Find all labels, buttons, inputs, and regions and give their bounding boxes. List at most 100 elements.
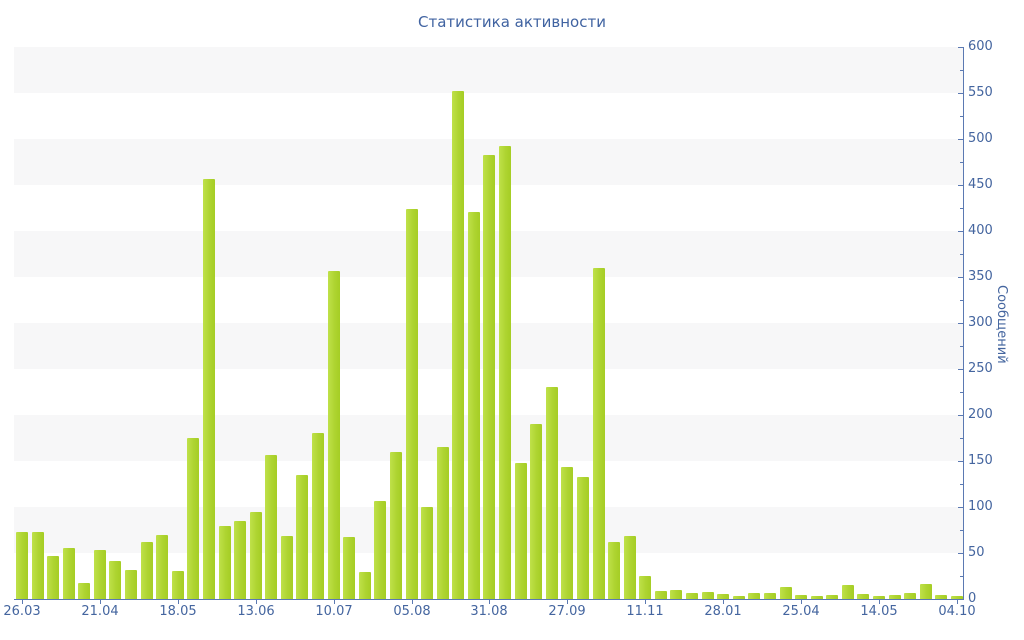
bar[interactable] — [296, 475, 309, 599]
y-tick-label: 350 — [968, 269, 993, 284]
y-tick-label: 500 — [968, 131, 993, 146]
bar[interactable] — [654, 591, 667, 599]
bar[interactable] — [514, 463, 527, 599]
bar[interactable] — [810, 596, 823, 599]
x-tick-label: 18.05 — [159, 604, 197, 619]
bar[interactable] — [686, 593, 699, 599]
bar[interactable] — [467, 212, 480, 599]
y-major-tick — [958, 369, 963, 370]
bar[interactable] — [545, 387, 558, 599]
y-major-tick — [958, 507, 963, 508]
bar[interactable] — [623, 536, 636, 599]
bar[interactable] — [358, 572, 371, 599]
x-tick-label: 27.09 — [548, 604, 586, 619]
bar[interactable] — [125, 570, 138, 599]
bar[interactable] — [436, 447, 449, 599]
bar[interactable] — [763, 593, 776, 599]
bar[interactable] — [202, 179, 215, 599]
bar[interactable] — [748, 593, 761, 599]
x-tick — [256, 600, 257, 604]
bar[interactable] — [171, 571, 184, 599]
bar[interactable] — [608, 542, 621, 599]
bar[interactable] — [919, 584, 932, 599]
x-tick-label: 13.06 — [237, 604, 275, 619]
bar[interactable] — [670, 590, 683, 599]
x-tick — [957, 600, 958, 604]
bar[interactable] — [140, 542, 153, 599]
bar[interactable] — [530, 424, 543, 599]
bar[interactable] — [280, 536, 293, 599]
bar[interactable] — [483, 155, 496, 599]
bar[interactable] — [109, 561, 122, 599]
bar[interactable] — [249, 512, 262, 599]
x-tick-label: 04.10 — [938, 604, 976, 619]
y-major-tick — [958, 47, 963, 48]
bar[interactable] — [16, 532, 28, 599]
x-tick — [801, 600, 802, 604]
bar[interactable] — [935, 595, 948, 599]
bar[interactable] — [841, 585, 854, 599]
bar[interactable] — [904, 593, 917, 599]
bar[interactable] — [576, 477, 589, 599]
bar[interactable] — [234, 521, 247, 599]
bar[interactable] — [592, 268, 605, 599]
bar[interactable] — [47, 556, 60, 599]
bar[interactable] — [93, 550, 106, 599]
bar[interactable] — [732, 596, 745, 599]
bar[interactable] — [826, 595, 839, 599]
x-tick — [334, 600, 335, 604]
bar[interactable] — [873, 596, 886, 599]
y-tick-label: 600 — [968, 39, 993, 54]
bar[interactable] — [717, 594, 730, 599]
bar[interactable] — [218, 526, 231, 599]
bar[interactable] — [795, 595, 808, 599]
bar[interactable] — [857, 594, 870, 599]
y-tick-label: 50 — [968, 545, 985, 560]
x-tick-label: 28.01 — [704, 604, 742, 619]
bar[interactable] — [156, 535, 169, 599]
y-tick-label: 550 — [968, 85, 993, 100]
x-tick-label: 26.03 — [3, 604, 41, 619]
y-tick-label: 100 — [968, 499, 993, 514]
y-minor-tick — [960, 70, 963, 71]
bar[interactable] — [499, 146, 512, 599]
bar[interactable] — [62, 548, 75, 599]
bar[interactable] — [639, 576, 652, 599]
y-axis-line — [963, 47, 964, 600]
x-tick — [178, 600, 179, 604]
bar[interactable] — [78, 583, 91, 599]
y-tick-label: 200 — [968, 407, 993, 422]
x-tick — [567, 600, 568, 604]
x-tick — [879, 600, 880, 604]
bar[interactable] — [374, 501, 387, 599]
bar[interactable] — [561, 467, 574, 599]
y-minor-tick — [960, 162, 963, 163]
y-major-tick — [958, 93, 963, 94]
x-tick-label: 31.08 — [470, 604, 508, 619]
bar[interactable] — [950, 596, 963, 599]
bar[interactable] — [452, 91, 465, 599]
chart-title: Статистика активности — [418, 13, 606, 31]
bar[interactable] — [312, 433, 325, 599]
y-major-tick — [958, 185, 963, 186]
bar[interactable] — [405, 209, 418, 599]
bar[interactable] — [421, 507, 434, 599]
bar[interactable] — [187, 438, 200, 599]
x-tick — [100, 600, 101, 604]
bar[interactable] — [701, 592, 714, 599]
bar[interactable] — [779, 587, 792, 599]
bar[interactable] — [343, 537, 356, 599]
y-major-tick — [958, 231, 963, 232]
x-tick-label: 14.05 — [860, 604, 898, 619]
bar[interactable] — [31, 532, 44, 599]
y-minor-tick — [960, 392, 963, 393]
bar[interactable] — [888, 595, 901, 599]
x-tick — [489, 600, 490, 604]
bar[interactable] — [327, 271, 340, 599]
x-tick — [412, 600, 413, 604]
x-tick — [723, 600, 724, 604]
bar[interactable] — [389, 452, 402, 599]
bar[interactable] — [265, 455, 278, 599]
y-minor-tick — [960, 346, 963, 347]
